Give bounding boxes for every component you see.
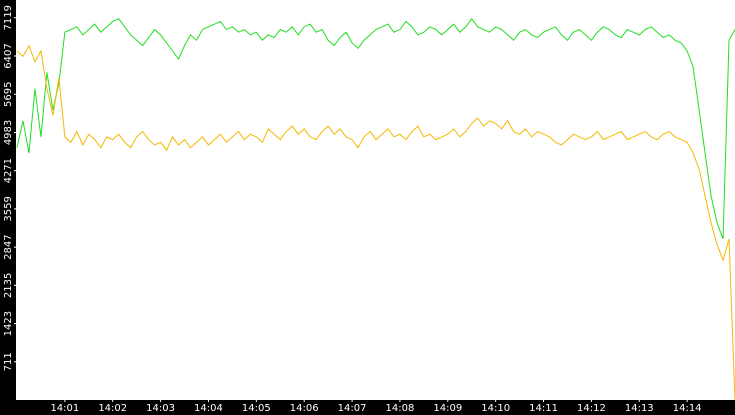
x-tick-label: 14:03 [146,403,175,414]
y-tick-label: 1423 [3,311,14,336]
x-tick-label: 14:10 [481,403,510,414]
x-tick-label: 14:09 [433,403,462,414]
data-line [16,17,735,240]
x-tick-label: 14:02 [98,403,127,414]
x-tick-label: 14:13 [625,403,654,414]
x-tick-label: 14:08 [386,403,415,414]
x-tick-label: 14:12 [577,403,606,414]
y-tick-label: 5695 [3,82,14,107]
x-tick-label: 14:06 [290,403,319,414]
x-tick-label: 14:01 [50,403,79,414]
data-line [16,44,735,401]
x-axis-band [0,400,735,415]
y-tick-label: 4983 [3,120,14,145]
x-tick-label: 14:07 [338,403,367,414]
y-tick-label: 3559 [3,196,14,221]
y-tick-label: 4271 [3,158,14,183]
x-tick-label: 14:05 [242,403,271,414]
x-tick-label: 14:11 [529,403,558,414]
y-tick-label: 6407 [3,43,14,68]
y-tick-label: 711 [3,352,14,371]
y-tick-label: 2135 [3,273,14,298]
y-tick-label: 2847 [3,234,14,259]
x-tick-label: 14:04 [194,403,223,414]
y-axis-band [0,0,16,415]
y-tick-label: 7119 [3,5,14,30]
x-tick-label: 14:14 [673,403,702,414]
